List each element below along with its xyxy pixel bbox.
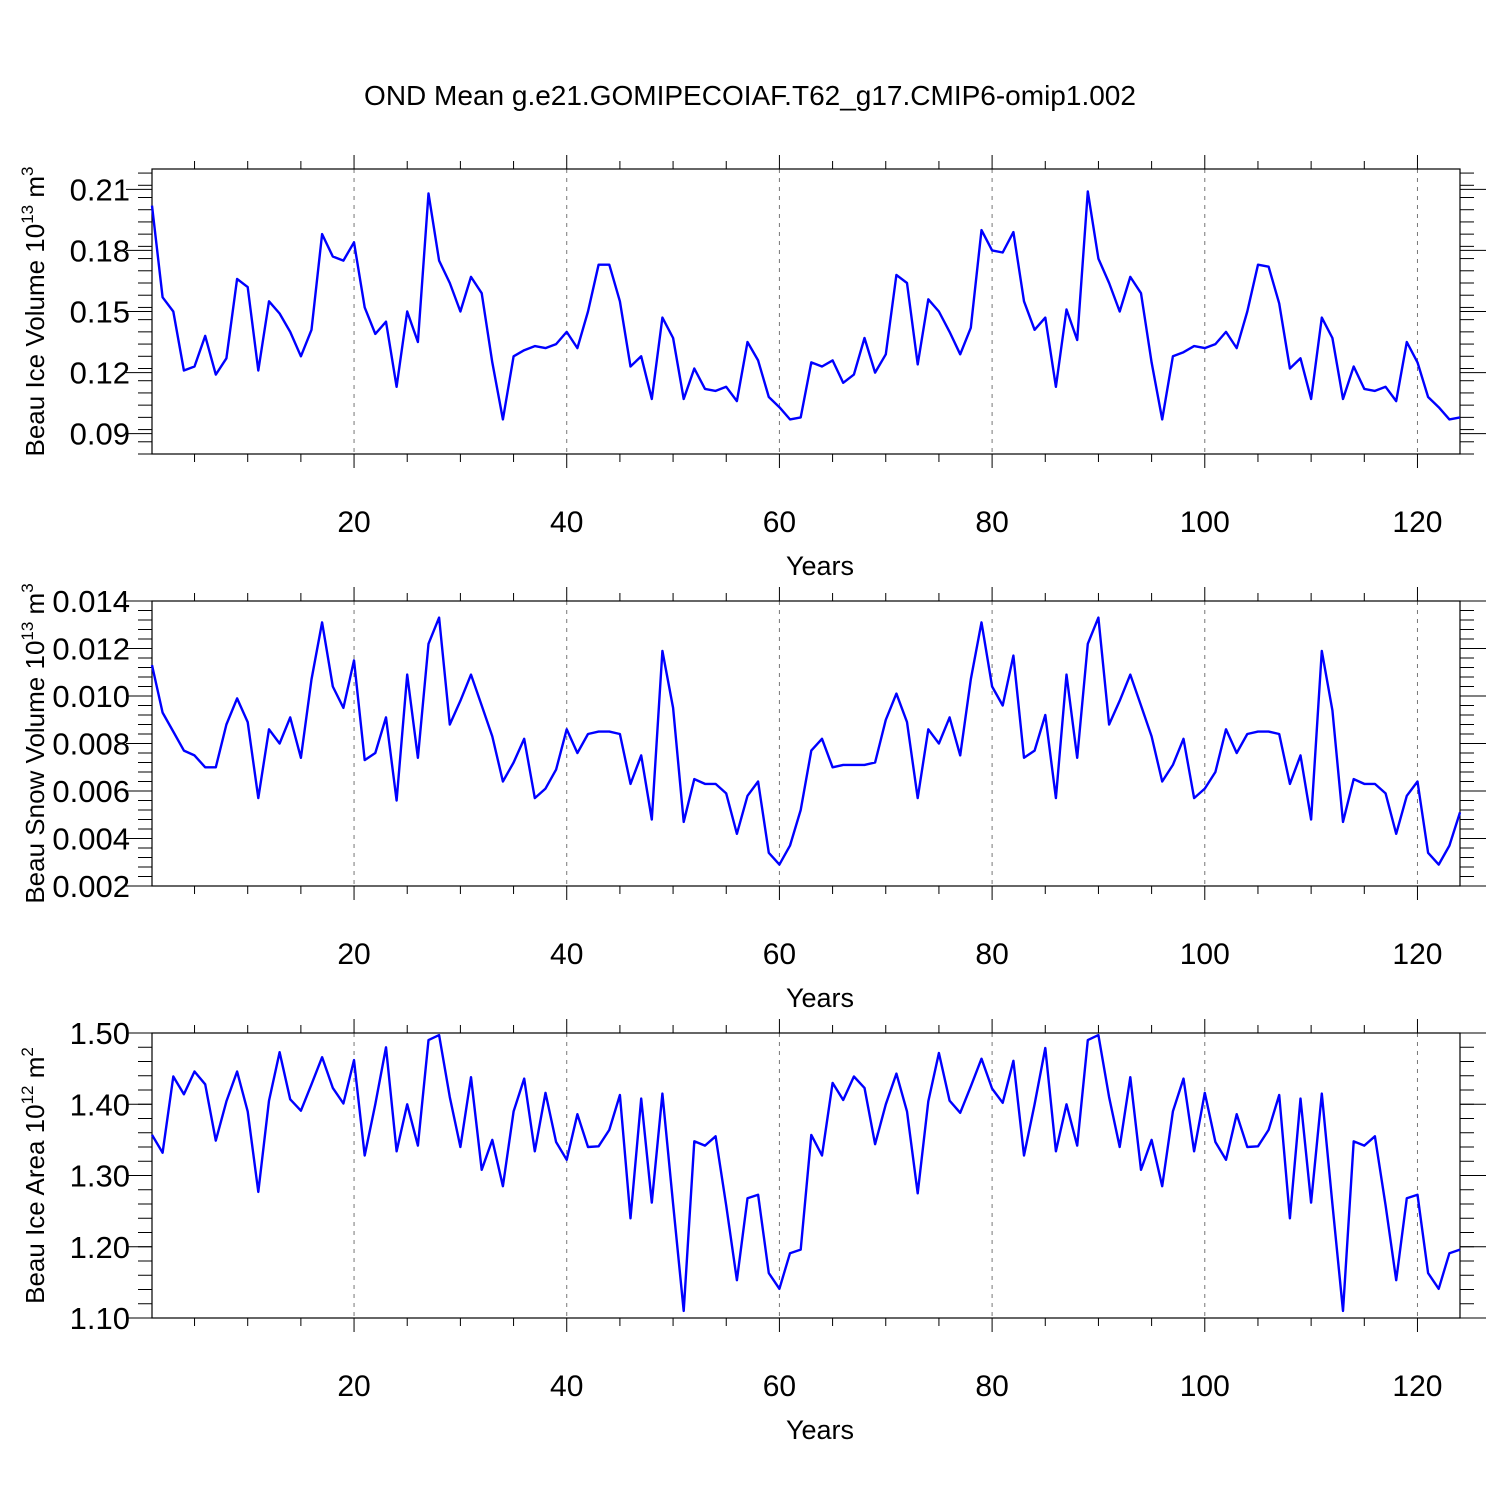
series-line — [150, 1033, 1461, 1313]
y-tick-label: 1.30 — [70, 1159, 130, 1194]
series-line — [150, 190, 1461, 421]
y-tick-label: 0.002 — [52, 869, 130, 904]
y-axis-label-text: Beau Snow Volume 10 — [20, 641, 50, 904]
x-tick-label: 100 — [1180, 506, 1230, 539]
y-tick-label: 0.21 — [70, 172, 130, 207]
y-axis-label-unit: m — [20, 176, 50, 205]
x-tick-label: 40 — [550, 938, 583, 971]
series-line — [150, 616, 1462, 866]
x-tick-label: 20 — [337, 506, 370, 539]
y-tick-label: 0.006 — [52, 774, 130, 809]
y-tick-label: 0.09 — [70, 417, 130, 452]
y-tick-label: 0.010 — [52, 679, 130, 714]
x-tick-label: 40 — [550, 506, 583, 539]
x-axis-label: Years — [786, 983, 854, 1013]
y-tick-label: 0.008 — [52, 727, 130, 762]
y-tick-label: 1.50 — [70, 1016, 130, 1051]
panel-snow-volume: 20 40 60 80 100 120 0.002 0.004 0.006 0.008 0.010 0… — [18, 583, 1486, 1013]
y-tick-label: 1.10 — [70, 1301, 130, 1336]
panel-ice-volume: 20 40 60 80 100 120 0.09 0.12 0.15 0.18 0.21 Years B… — [18, 155, 1486, 581]
y-axis-label-exponent: 13 — [18, 622, 37, 641]
y-tick-label: 1.20 — [70, 1230, 130, 1265]
y-axis-label-unit: m — [20, 1057, 50, 1086]
plot-frame — [151, 168, 1461, 455]
panel-ice-area: 20 40 60 80 100 120 1.10 1.20 1.30 1.40 1.50 Years B… — [18, 1016, 1486, 1445]
x-axis-label: Years — [786, 551, 854, 581]
x-tick-label: 60 — [763, 1370, 796, 1403]
x-tick-label: 80 — [975, 506, 1008, 539]
x-tick-label: 120 — [1392, 938, 1442, 971]
y-axis-label-exponent: 13 — [18, 205, 37, 224]
x-tick-label: 60 — [763, 506, 796, 539]
y-axis-label-exponent: 12 — [18, 1085, 37, 1104]
y-axis-label-unit-exponent: 3 — [18, 167, 37, 176]
x-tick-label: 100 — [1180, 938, 1230, 971]
y-tick-label: 1.40 — [70, 1087, 130, 1122]
x-tick-label: 80 — [975, 1370, 1008, 1403]
y-axis-label-unit: m — [20, 593, 50, 622]
y-axis-label-text: Beau Ice Volume 10 — [20, 224, 50, 457]
plot-frame — [151, 600, 1461, 887]
y-tick-label: 0.12 — [70, 356, 130, 391]
y-axis-label: Beau Snow Volume 1013 m3 — [18, 583, 50, 903]
y-axis-label-unit-exponent: 3 — [18, 583, 37, 592]
x-tick-label: 100 — [1180, 1370, 1230, 1403]
y-tick-label: 0.18 — [70, 233, 130, 268]
chart-title: OND Mean g.e21.GOMIPECOIAF.T62_g17.CMIP6… — [364, 80, 1136, 111]
x-tick-label: 20 — [337, 1370, 370, 1403]
y-tick-label: 0.004 — [52, 822, 130, 857]
y-tick-label: 0.014 — [52, 584, 130, 619]
y-tick-label: 0.15 — [70, 295, 130, 330]
y-axis-label: Beau Ice Area 1012 m2 — [18, 1047, 50, 1304]
x-tick-label: 20 — [337, 938, 370, 971]
x-tick-label: 80 — [975, 938, 1008, 971]
y-axis-label-text: Beau Ice Area 10 — [20, 1104, 50, 1303]
x-tick-label: 40 — [550, 1370, 583, 1403]
y-axis-label-unit-exponent: 2 — [18, 1047, 37, 1056]
y-axis-label: Beau Ice Volume 1013 m3 — [18, 167, 50, 457]
x-tick-label: 60 — [763, 938, 796, 971]
x-axis-label: Years — [786, 1415, 854, 1445]
x-tick-label: 120 — [1392, 1370, 1442, 1403]
x-tick-label: 120 — [1392, 506, 1442, 539]
plot-frame — [151, 1032, 1461, 1319]
y-tick-label: 0.012 — [52, 632, 130, 667]
